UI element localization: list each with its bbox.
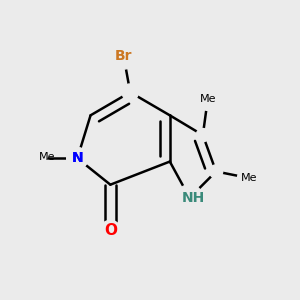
Circle shape bbox=[176, 185, 203, 211]
Text: Me: Me bbox=[39, 152, 56, 162]
Circle shape bbox=[67, 148, 88, 169]
Circle shape bbox=[110, 43, 137, 69]
Text: Br: Br bbox=[115, 49, 132, 63]
Text: N: N bbox=[71, 151, 83, 165]
Circle shape bbox=[122, 84, 138, 101]
Text: O: O bbox=[104, 224, 117, 238]
Text: Me: Me bbox=[200, 94, 216, 104]
Circle shape bbox=[196, 128, 209, 142]
Text: Me: Me bbox=[241, 173, 257, 183]
Text: N: N bbox=[71, 151, 83, 165]
Circle shape bbox=[100, 220, 121, 242]
Circle shape bbox=[196, 87, 219, 110]
Circle shape bbox=[67, 148, 88, 169]
Text: NH: NH bbox=[181, 191, 205, 205]
Circle shape bbox=[209, 165, 223, 178]
Circle shape bbox=[238, 167, 261, 190]
